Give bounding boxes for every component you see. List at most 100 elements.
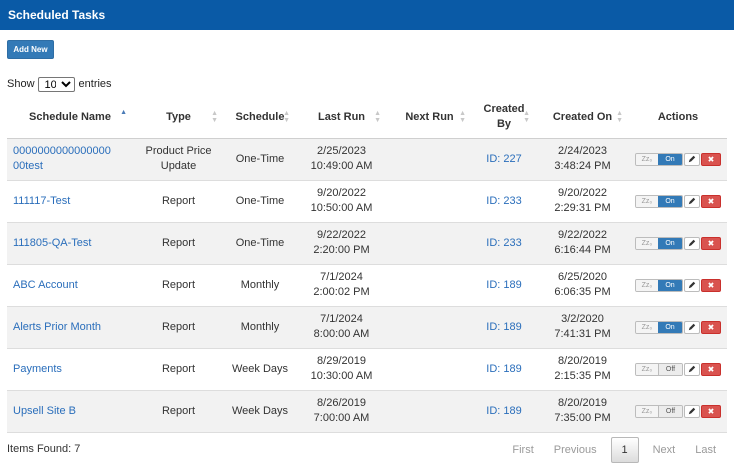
sort-icon: ▲ ▼	[211, 110, 218, 124]
type-cell: Report	[133, 180, 224, 223]
schedule-name-link[interactable]: Alerts Prior Month	[13, 320, 102, 333]
delete-button[interactable]: ✖	[701, 194, 721, 208]
table-row: 111117-Test Report One-Time 9/20/2022 10:50:…	[7, 180, 727, 223]
delete-icon: ✖	[707, 238, 715, 248]
schedule-cell: Monthly	[224, 306, 296, 349]
status-label: Off	[658, 363, 682, 375]
status-toggle[interactable]: Zz₀ On	[635, 320, 683, 334]
pencil-icon	[688, 155, 696, 163]
sleep-icon: Zz₀	[636, 405, 658, 417]
delete-icon: ✖	[707, 364, 715, 374]
edit-button[interactable]	[684, 278, 700, 292]
last-run-cell: 9/20/2022 10:50:00 AM	[296, 180, 387, 223]
created-by-cell: ID: 233	[472, 180, 536, 223]
created-by-link[interactable]: ID: 227	[486, 152, 522, 165]
schedule-name-cell: ABC Account	[7, 264, 133, 307]
col-type[interactable]: Type ▲ ▼	[133, 97, 224, 139]
delete-button[interactable]: ✖	[701, 404, 721, 418]
delete-button[interactable]: ✖	[701, 320, 721, 334]
entries-select[interactable]: 10	[37, 76, 75, 92]
created-by-link[interactable]: ID: 233	[486, 194, 522, 207]
type-cell: Report	[133, 264, 224, 307]
actions-cell: Zz₀ On ✖	[629, 222, 727, 265]
col-schedule-name[interactable]: Schedule Name ▲	[7, 97, 133, 139]
last-run-cell: 7/1/2024 8:00:00 AM	[296, 306, 387, 349]
status-toggle[interactable]: Zz₀ On	[635, 236, 683, 250]
status-toggle[interactable]: Zz₀ On	[635, 194, 683, 208]
created-on-cell: 2/24/2023 3:48:24 PM	[536, 138, 629, 181]
edit-button[interactable]	[684, 404, 700, 418]
created-by-link[interactable]: ID: 189	[486, 404, 522, 417]
created-by-cell: ID: 233	[472, 222, 536, 265]
sleep-icon: Zz₀	[636, 195, 658, 207]
schedule-name-link[interactable]: 111805-QA-Test	[13, 236, 92, 249]
col-schedule[interactable]: Schedule ▲ ▼	[224, 97, 296, 139]
current-page-button[interactable]: 1	[610, 437, 639, 463]
status-toggle[interactable]: Zz₀ Off	[635, 404, 683, 418]
pencil-icon	[688, 281, 696, 289]
edit-button[interactable]	[684, 152, 700, 166]
sort-icon: ▲ ▼	[523, 110, 530, 124]
previous-page-button[interactable]: Previous	[553, 444, 597, 456]
created-by-link[interactable]: ID: 189	[486, 320, 522, 333]
delete-icon: ✖	[707, 322, 715, 332]
edit-button[interactable]	[684, 194, 700, 208]
pagination: First Previous 1 Next Last	[502, 437, 726, 463]
sort-icon: ▲ ▼	[374, 110, 381, 124]
status-toggle[interactable]: Zz₀ Off	[635, 362, 683, 376]
status-toggle[interactable]: Zz₀ On	[635, 152, 683, 166]
type-cell: Product Price Update	[133, 138, 224, 181]
status-toggle[interactable]: Zz₀ On	[635, 278, 683, 292]
edit-button[interactable]	[684, 236, 700, 250]
created-on-cell: 8/20/2019 2:15:35 PM	[536, 348, 629, 391]
col-next-run[interactable]: Next Run ▲ ▼	[387, 97, 472, 139]
edit-button[interactable]	[684, 320, 700, 334]
pencil-icon	[688, 407, 696, 415]
status-label: On	[658, 195, 682, 207]
schedule-name-link[interactable]: 0000000000000000 00test	[13, 145, 111, 172]
schedule-cell: Monthly	[224, 264, 296, 307]
next-run-cell	[387, 348, 472, 391]
sort-icon: ▲ ▼	[283, 110, 290, 124]
actions-cell: Zz₀ On ✖	[629, 138, 727, 181]
status-label: On	[658, 321, 682, 333]
sleep-icon: Zz₀	[636, 321, 658, 333]
schedule-name-link[interactable]: Upsell Site B	[13, 404, 76, 417]
next-run-cell	[387, 138, 472, 181]
table-row: Alerts Prior Month Report Monthly 7/1/2024 8…	[7, 306, 727, 349]
table-row: ABC Account Report Monthly 7/1/2024 2:00:02 …	[7, 264, 727, 307]
delete-button[interactable]: ✖	[701, 236, 721, 250]
edit-button[interactable]	[684, 362, 700, 376]
status-label: Off	[658, 405, 682, 417]
created-by-link[interactable]: ID: 189	[486, 278, 522, 291]
page-length-control: Show 10 entries	[7, 76, 112, 92]
schedule-name-cell: 111117-Test	[7, 180, 133, 223]
next-run-cell	[387, 390, 472, 433]
last-page-button[interactable]: Last	[695, 444, 716, 456]
created-by-cell: ID: 227	[472, 138, 536, 181]
created-by-link[interactable]: ID: 233	[486, 236, 522, 249]
schedule-name-link[interactable]: ABC Account	[13, 278, 78, 291]
add-new-button[interactable]: Add New	[7, 40, 54, 59]
delete-icon: ✖	[707, 196, 715, 206]
schedule-name-link[interactable]: Payments	[13, 362, 62, 375]
page-title: Scheduled Tasks	[8, 8, 106, 22]
delete-button[interactable]: ✖	[701, 152, 721, 166]
next-page-button[interactable]: Next	[652, 444, 676, 456]
items-found: Items Found: 7	[7, 443, 81, 455]
sleep-icon: Zz₀	[636, 279, 658, 291]
col-last-run[interactable]: Last Run ▲ ▼	[296, 97, 387, 139]
col-created-by[interactable]: Created By ▲ ▼	[472, 97, 536, 139]
delete-button[interactable]: ✖	[701, 362, 721, 376]
schedule-name-cell: Alerts Prior Month	[7, 306, 133, 349]
schedule-name-cell: 0000000000000000 00test	[7, 138, 133, 181]
schedule-cell: One-Time	[224, 222, 296, 265]
col-created-on[interactable]: Created On ▲ ▼	[536, 97, 629, 139]
created-by-link[interactable]: ID: 189	[486, 362, 522, 375]
schedule-name-cell: 111805-QA-Test	[7, 222, 133, 265]
schedule-name-link[interactable]: 111117-Test	[13, 194, 71, 207]
actions-cell: Zz₀ Off ✖	[629, 348, 727, 391]
delete-button[interactable]: ✖	[701, 278, 721, 292]
first-page-button[interactable]: First	[512, 444, 534, 456]
created-on-cell: 3/2/2020 7:41:31 PM	[536, 306, 629, 349]
